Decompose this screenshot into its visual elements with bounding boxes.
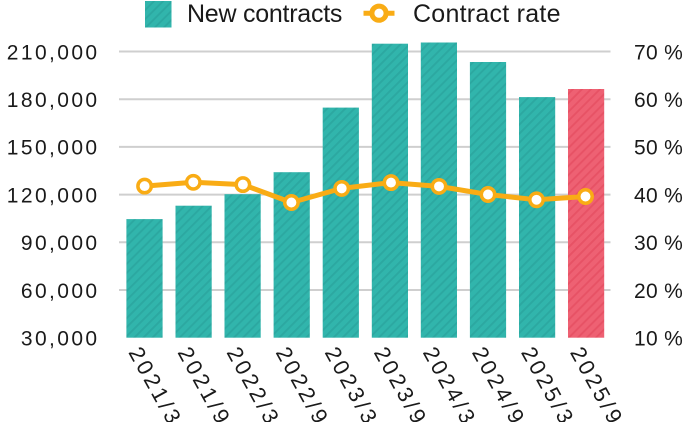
svg-text:Contract rate: Contract rate bbox=[413, 0, 561, 28]
svg-text:20 %: 20 % bbox=[634, 280, 683, 303]
svg-text:120,000: 120,000 bbox=[7, 184, 100, 207]
svg-text:50 %: 50 % bbox=[634, 137, 683, 160]
svg-text:210,000: 210,000 bbox=[7, 41, 100, 64]
svg-text:90,000: 90,000 bbox=[21, 232, 100, 255]
svg-text:30 %: 30 % bbox=[634, 232, 683, 255]
svg-text:60 %: 60 % bbox=[634, 89, 683, 112]
svg-text:60,000: 60,000 bbox=[21, 280, 100, 303]
svg-text:10 %: 10 % bbox=[634, 328, 683, 351]
svg-text:New contracts: New contracts bbox=[187, 0, 342, 28]
svg-text:70 %: 70 % bbox=[634, 41, 683, 64]
svg-text:30,000: 30,000 bbox=[21, 328, 100, 351]
svg-text:150,000: 150,000 bbox=[7, 137, 100, 160]
svg-text:180,000: 180,000 bbox=[7, 89, 100, 112]
svg-text:40 %: 40 % bbox=[634, 184, 683, 207]
